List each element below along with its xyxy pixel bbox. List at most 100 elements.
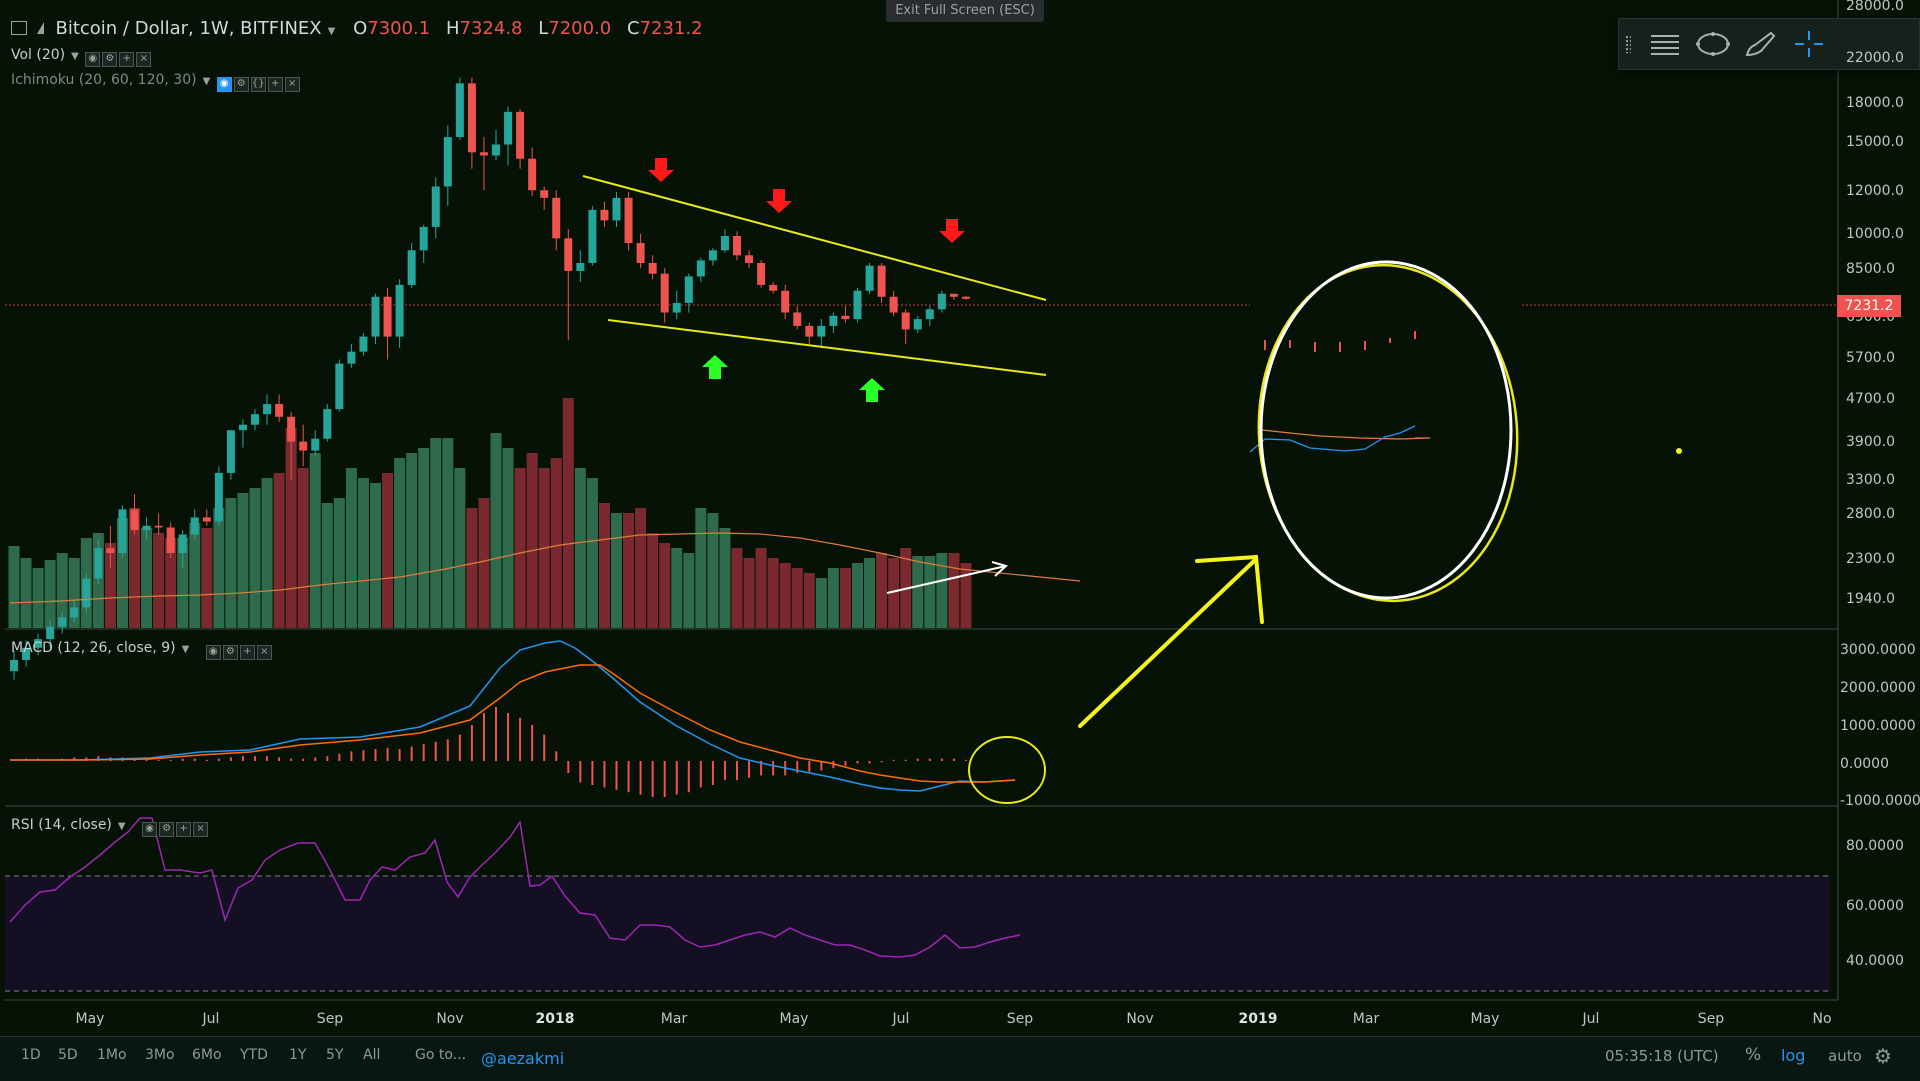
volume-bar — [249, 488, 261, 628]
volume-bar — [430, 438, 442, 628]
volume-bar — [104, 543, 116, 628]
volume-bar — [321, 503, 333, 628]
auto-scale-toggle[interactable]: auto — [1828, 1047, 1862, 1065]
range-button-1y[interactable]: 1Y — [289, 1047, 307, 1063]
ichimoku-indicator-legend[interactable]: Ichimoku (20, 60, 120, 30) ▼ ◉ ⚙{} + × — [11, 72, 300, 92]
volume-bar — [309, 453, 321, 628]
volume-settings-icon[interactable]: ⚙ — [102, 52, 118, 67]
candle-body — [58, 617, 67, 627]
range-button-6mo[interactable]: 6Mo — [192, 1047, 222, 1063]
volume-bar — [273, 473, 285, 628]
volume-visibility-icon[interactable]: ◉ — [85, 52, 101, 67]
volume-bar — [827, 568, 839, 628]
ichimoku-visibility-icon[interactable]: ◉ — [216, 77, 232, 92]
utc-clock[interactable]: 05:35:18 (UTC) — [1605, 1047, 1719, 1065]
toolbar-drag-handle-icon[interactable] — [1625, 35, 1631, 53]
toolbar-crosshair-icon[interactable] — [1791, 29, 1827, 59]
symbol-title[interactable]: Bitcoin / Dollar, 1W, BITFINEX — [55, 18, 322, 39]
rsi-visibility-icon[interactable]: ◉ — [142, 822, 158, 837]
ohlc-low-value: 7200.0 — [548, 18, 612, 39]
macd-remove-icon[interactable]: × — [256, 645, 272, 660]
candle-body — [154, 525, 163, 528]
candle-body — [540, 190, 549, 198]
ohlc-open-value: 7300.1 — [367, 18, 431, 39]
goto-date-button[interactable]: Go to... — [415, 1047, 467, 1063]
ohlc-high-label: H — [445, 18, 460, 39]
chart-type-icon[interactable] — [11, 21, 27, 35]
macd-visibility-icon[interactable]: ◉ — [205, 645, 221, 660]
macd-line — [10, 640, 1016, 792]
rsi-indicator-label[interactable]: RSI (14, close) — [11, 817, 112, 833]
range-button-5d[interactable]: 5D — [58, 1047, 78, 1063]
toolbar-shape-icon[interactable] — [1695, 29, 1731, 59]
volume-bar — [442, 438, 454, 628]
rsi-dropdown-icon[interactable]: ▼ — [117, 821, 126, 832]
rsi-indicator-legend[interactable]: RSI (14, close) ▼ ◉ ⚙ + × — [11, 817, 209, 837]
range-button-5y[interactable]: 5Y — [326, 1047, 344, 1063]
range-button-all[interactable]: All — [363, 1047, 381, 1063]
ichimoku-source-icon[interactable]: {} — [250, 77, 266, 92]
price-axis-label: 15000.0 — [1846, 134, 1904, 150]
candle-body — [431, 186, 440, 227]
price-axis-label: 1940.0 — [1846, 591, 1895, 607]
volume-add-icon[interactable]: + — [119, 52, 135, 67]
ohlc-open-label: O — [353, 18, 368, 39]
symbol-collapse-icon[interactable] — [36, 22, 44, 34]
candle-body — [829, 315, 838, 326]
ichimoku-add-icon[interactable]: + — [267, 77, 283, 92]
volume-bar — [153, 533, 165, 628]
macd-settings-icon[interactable]: ⚙ — [222, 645, 238, 660]
macd-add-icon[interactable]: + — [239, 645, 255, 660]
volume-bar — [586, 478, 598, 628]
ichimoku-indicator-label[interactable]: Ichimoku (20, 60, 120, 30) — [11, 72, 197, 88]
candle-body — [516, 111, 525, 159]
time-axis-month-label: Sep — [316, 1011, 344, 1027]
candle-body — [359, 336, 368, 352]
macd-dropdown-icon[interactable]: ▼ — [181, 644, 190, 655]
volume-bar — [333, 498, 345, 628]
rsi-settings-icon[interactable]: ⚙ — [159, 822, 175, 837]
volume-bar — [394, 458, 406, 628]
ichimoku-settings-icon[interactable]: ⚙ — [233, 77, 249, 92]
rsi-remove-icon[interactable]: × — [193, 822, 209, 837]
volume-bar — [189, 523, 201, 628]
time-axis-month-label: Nov — [436, 1011, 464, 1027]
chart-settings-gear-icon[interactable]: ⚙ — [1874, 1044, 1892, 1068]
ichimoku-dropdown-icon[interactable]: ▼ — [202, 76, 211, 87]
volume-bar — [237, 493, 249, 628]
volume-bar — [791, 568, 803, 628]
volume-dropdown-icon[interactable]: ▼ — [71, 51, 79, 62]
candle-body — [504, 111, 513, 145]
rsi-add-icon[interactable]: + — [176, 822, 192, 837]
price-axis-label: 10000.0 — [1846, 226, 1904, 242]
candle-body — [769, 284, 778, 291]
candle-body — [528, 158, 537, 191]
percent-scale-toggle[interactable]: % — [1745, 1045, 1762, 1065]
log-scale-toggle[interactable]: log — [1781, 1046, 1806, 1065]
volume-remove-icon[interactable]: × — [136, 52, 152, 67]
exit-fullscreen-button[interactable]: Exit Full Screen (ESC) — [886, 0, 1044, 22]
range-button-3mo[interactable]: 3Mo — [145, 1047, 175, 1063]
macd-indicator-legend[interactable]: MACD (12, 26, close, 9) ▼ ◉ ⚙ + × — [11, 640, 272, 660]
ichimoku-remove-icon[interactable]: × — [284, 77, 300, 92]
macd-indicator-label[interactable]: MACD (12, 26, close, 9) — [11, 640, 176, 656]
candle-body — [275, 404, 284, 417]
volume-bar — [755, 548, 767, 628]
ichimoku-lagging-ticks — [1264, 331, 1416, 352]
toolbar-brush-icon[interactable] — [1743, 29, 1779, 59]
symbol-dropdown-icon[interactable]: ▼ — [327, 26, 336, 37]
candle-body — [492, 144, 500, 156]
candle-body — [46, 626, 55, 640]
volume-indicator-label[interactable]: Vol (20) — [11, 47, 66, 63]
macd-axis-label: 2000.0000 — [1840, 680, 1916, 696]
symbol-legend[interactable]: Bitcoin / Dollar, 1W, BITFINEX ▼ O7300.1 … — [11, 18, 703, 39]
volume-bar — [454, 468, 466, 628]
range-button-ytd[interactable]: YTD — [240, 1047, 268, 1063]
volume-indicator-legend[interactable]: Vol (20) ▼ ◉ ⚙ + × — [11, 47, 152, 67]
toolbar-lines-icon[interactable] — [1647, 29, 1683, 59]
candle-body — [323, 409, 332, 439]
candle-body — [347, 351, 356, 364]
range-button-1d[interactable]: 1D — [21, 1047, 41, 1063]
range-button-1mo[interactable]: 1Mo — [97, 1047, 127, 1063]
